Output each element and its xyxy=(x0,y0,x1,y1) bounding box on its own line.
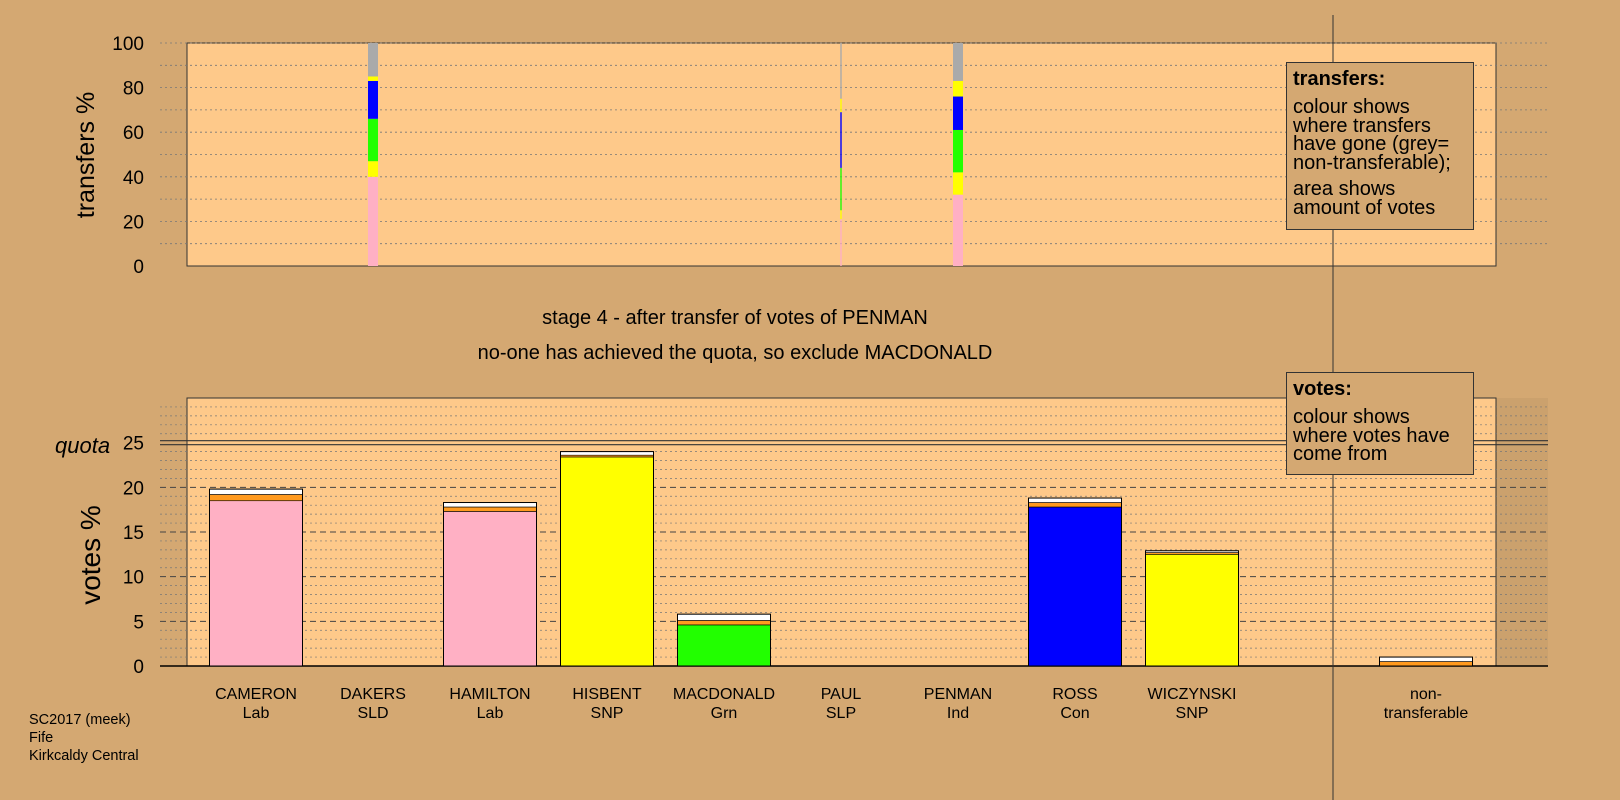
votes-legend-title: votes: xyxy=(1293,378,1352,400)
candidate-party-label: SNP xyxy=(1176,705,1209,722)
transfers-y-axis-label: transfers % xyxy=(72,92,100,218)
candidate-party-label: Grn xyxy=(711,705,738,722)
transfers-legend-title: transfers: xyxy=(1293,68,1386,90)
transfer-segment-non-transferable xyxy=(368,43,378,77)
candidate-party-label: Lab xyxy=(477,705,504,722)
transfer-segment-non-transferable xyxy=(840,43,842,99)
footer-ward: Kirkcaldy Central xyxy=(29,748,139,764)
vote-segment-cameron xyxy=(209,500,303,667)
candidate-name-label: DAKERS xyxy=(340,686,406,703)
candidate-name-label: HAMILTON xyxy=(449,686,530,703)
candidate-party-label: Lab xyxy=(243,705,270,722)
candidate-name-label: ROSS xyxy=(1052,686,1097,703)
stage-subtitle: no-one has achieved the quota, so exclud… xyxy=(478,342,993,364)
candidate-party-label: Ind xyxy=(947,705,969,722)
transfer-segment-lab xyxy=(368,176,378,266)
vote-bar-ross xyxy=(1028,497,1122,667)
transfer-segment-con xyxy=(840,112,842,168)
vote-bar-non-transferable xyxy=(1379,656,1473,667)
transfers-y-tick-label: 40 xyxy=(123,168,144,189)
transfer-segment-grn xyxy=(840,167,842,211)
transfer-segment-snp xyxy=(953,80,963,97)
transfers-y-tick-label: 20 xyxy=(123,212,144,233)
vote-segment-cameron xyxy=(209,494,303,502)
transfers-bars xyxy=(368,43,963,266)
footer-council: Fife xyxy=(29,730,54,746)
candidate-name-label: MACDONALD xyxy=(673,686,775,703)
transfer-segment-grn xyxy=(368,118,378,162)
transfers-y-tick-label: 80 xyxy=(123,79,144,100)
votes-gridlines xyxy=(160,406,1548,667)
candidate-labels: CAMERON Lab DAKERS SLD HAMILTON Lab HISBENT SNP… xyxy=(215,686,1468,722)
candidate-party-label: Con xyxy=(1060,705,1089,722)
votes-y-tick-label: 0 xyxy=(133,657,144,678)
transfers-y-tick-label: 100 xyxy=(112,34,144,55)
transfers-plot: 0 20 40 60 80 100 transfers % xyxy=(72,34,1548,278)
vote-segment-wiczynski xyxy=(1145,554,1239,667)
vote-segment-macdonald xyxy=(677,613,771,621)
stage-title: stage 4 - after transfer of votes of PEN… xyxy=(542,307,928,329)
transfers-y-tick-label: 60 xyxy=(123,123,144,144)
transfer-segment-snp xyxy=(368,76,378,81)
vote-bar-hisbent xyxy=(560,451,654,667)
votes-plot: 0 5 10 15 20 25 CAMERON Lab DAKERS SLD HAMILTON La… xyxy=(55,397,1548,722)
votes-legend: votes: colour shows where votes have com… xyxy=(1286,372,1474,475)
nontransferable-label: transferable xyxy=(1384,705,1469,722)
vote-segment-non-transferable xyxy=(1379,656,1473,662)
votes-y-tick-label: 15 xyxy=(123,523,144,544)
vote-segment-macdonald xyxy=(677,620,771,626)
transfer-segment-snp xyxy=(368,161,378,177)
transfer-segment-lab xyxy=(840,219,842,266)
vote-segment-hamilton xyxy=(443,506,537,512)
votes-y-tick-label: 25 xyxy=(123,434,144,455)
vote-segment-ross xyxy=(1028,506,1122,667)
votes-bars xyxy=(209,451,1473,667)
candidate-name-label: WICZYNSKI xyxy=(1148,686,1237,703)
vote-segment-ross xyxy=(1028,497,1122,503)
vote-segment-hisbent xyxy=(560,456,654,667)
vote-segment-hisbent xyxy=(560,451,654,456)
vote-bar-macdonald xyxy=(677,613,771,667)
transfers-legend-text: colour shows where transfers have gone (… xyxy=(1293,96,1451,174)
candidate-name-label: PAUL xyxy=(821,686,862,703)
votes-y-tick-label: 10 xyxy=(123,568,144,589)
vote-segment-hamilton xyxy=(443,502,537,508)
transfers-y-ticks: 0 20 40 60 80 100 xyxy=(112,34,144,278)
candidate-party-label: SLD xyxy=(357,705,388,722)
vote-bar-hamilton xyxy=(443,502,537,667)
vote-segment-non-transferable xyxy=(1379,661,1473,667)
transfer-segment-snp xyxy=(953,172,963,195)
nontransferable-label: non- xyxy=(1410,686,1442,703)
vote-bar-cameron xyxy=(209,488,303,667)
transfer-segment-snp xyxy=(840,98,842,113)
transfer-segment-con xyxy=(368,80,378,119)
votes-y-tick-label: 5 xyxy=(133,612,144,633)
transfer-segment-snp xyxy=(840,210,842,220)
transfers-legend: transfers: colour shows where transfers … xyxy=(1286,62,1474,230)
votes-y-axis-label: votes % xyxy=(75,505,106,605)
vote-segment-cameron xyxy=(209,488,303,495)
candidate-party-label: SNP xyxy=(591,705,624,722)
vote-segment-hamilton xyxy=(443,511,537,667)
vote-bar-wiczynski xyxy=(1145,550,1239,667)
votes-y-tick-label: 20 xyxy=(123,478,144,499)
vote-segment-macdonald xyxy=(677,624,771,667)
election-footer: SC2017 (meek) Fife Kirkcaldy Central xyxy=(29,711,139,765)
transfer-segment-lab xyxy=(953,194,963,266)
votes-y-ticks: 0 5 10 15 20 25 xyxy=(123,434,144,678)
transfer-segment-grn xyxy=(953,129,963,173)
transfers-legend-text-2: area shows amount of votes xyxy=(1293,178,1436,219)
votes-legend-text: colour shows where votes have come from xyxy=(1293,406,1450,465)
quota-label: quota xyxy=(55,433,110,458)
candidate-party-label: SLP xyxy=(826,705,856,722)
vote-segment-ross xyxy=(1028,502,1122,508)
footer-election: SC2017 (meek) xyxy=(29,712,131,728)
transfer-segment-con xyxy=(953,96,963,130)
candidate-name-label: CAMERON xyxy=(215,686,297,703)
transfer-segment-non-transferable xyxy=(953,43,963,81)
transfers-y-tick-label: 0 xyxy=(133,257,144,278)
candidate-name-label: HISBENT xyxy=(572,686,642,703)
candidate-name-label: PENMAN xyxy=(924,686,992,703)
